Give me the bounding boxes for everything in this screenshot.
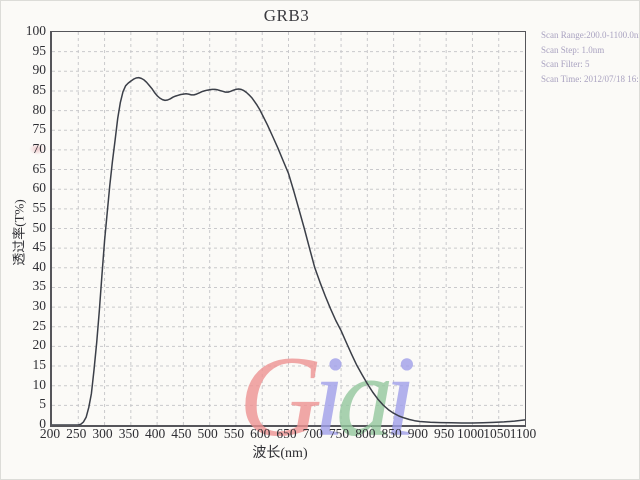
chart-title: GRB3	[263, 6, 310, 25]
y-tick-label: 85	[32, 81, 47, 97]
x-tick-label: 550	[223, 426, 245, 441]
x-tick-label: 650	[276, 426, 297, 441]
y-tick-label: 75	[32, 121, 47, 137]
x-tick-label: 500	[197, 426, 218, 441]
transmission-curve	[52, 76, 525, 425]
y-axis-tick-labels: 0 5 10 15 20 25 30 35 40 45 50 55 60 65 70 75 80 85 90 95 10…	[1, 23, 47, 431]
y-tick-label: 55	[32, 199, 47, 215]
y-tick-label: 5	[39, 396, 46, 412]
x-tick-label: 1000	[456, 426, 484, 441]
y-tick-label: 20	[32, 337, 47, 353]
x-tick-label: 250	[66, 426, 87, 441]
y-tick-label: 95	[32, 42, 47, 58]
scan-range-text: Scan Range:200.0-1100.0nm	[541, 30, 639, 40]
x-axis-title: 波长(nm)	[252, 446, 308, 461]
x-tick-label: 350	[118, 426, 139, 441]
x-tick-label: 400	[144, 426, 166, 441]
plot-area	[50, 31, 526, 427]
y-tick-label: 60	[32, 180, 47, 196]
scan-smudge	[29, 143, 45, 155]
scan-info-block: Scan Range:200.0-1100.0nm Scan Step: 1.0…	[541, 28, 639, 92]
y-tick-label: 45	[32, 239, 47, 255]
scan-step-text: Scan Step: 1.0nm	[541, 44, 605, 55]
x-axis-tick-labels: 200 250 300 350 400 450 500 550 600 650 700 750 800 8…	[40, 426, 536, 444]
x-tick-label: 1100	[509, 426, 537, 441]
y-tick-label: 25	[32, 317, 47, 333]
y-tick-label: 100	[25, 23, 46, 38]
x-tick-label: 600	[250, 426, 271, 441]
x-tick-label: 300	[92, 426, 113, 441]
x-tick-label: 900	[407, 426, 428, 441]
y-tick-label: 40	[32, 258, 47, 274]
x-tick-label: 750	[328, 426, 350, 441]
x-tick-label: 200	[39, 426, 61, 441]
scan-time-text: Scan Time: 2012/07/18 16:	[541, 73, 639, 84]
x-tick-label: 950	[434, 426, 455, 441]
y-tick-label: 50	[32, 219, 47, 235]
x-tick-label: 1050	[483, 426, 511, 441]
curve-line	[52, 76, 525, 425]
y-tick-label: 35	[32, 278, 47, 294]
scan-filter-text: Scan Filter: 5	[541, 59, 590, 69]
y-tick-label: 15	[32, 357, 47, 373]
y-tick-label: 65	[32, 160, 47, 176]
y-tick-label: 80	[32, 101, 47, 117]
x-tick-label: 450	[171, 426, 192, 441]
y-tick-label: 10	[32, 376, 47, 392]
grid-lines	[52, 32, 525, 425]
x-tick-label: 800	[355, 426, 376, 441]
x-tick-label: 700	[302, 426, 323, 441]
y-tick-label: 30	[32, 298, 47, 314]
y-tick-label: 0	[39, 416, 46, 431]
x-tick-label: 850	[381, 426, 402, 441]
y-tick-label: 90	[32, 62, 47, 78]
y-tick-label: 70	[32, 140, 47, 156]
